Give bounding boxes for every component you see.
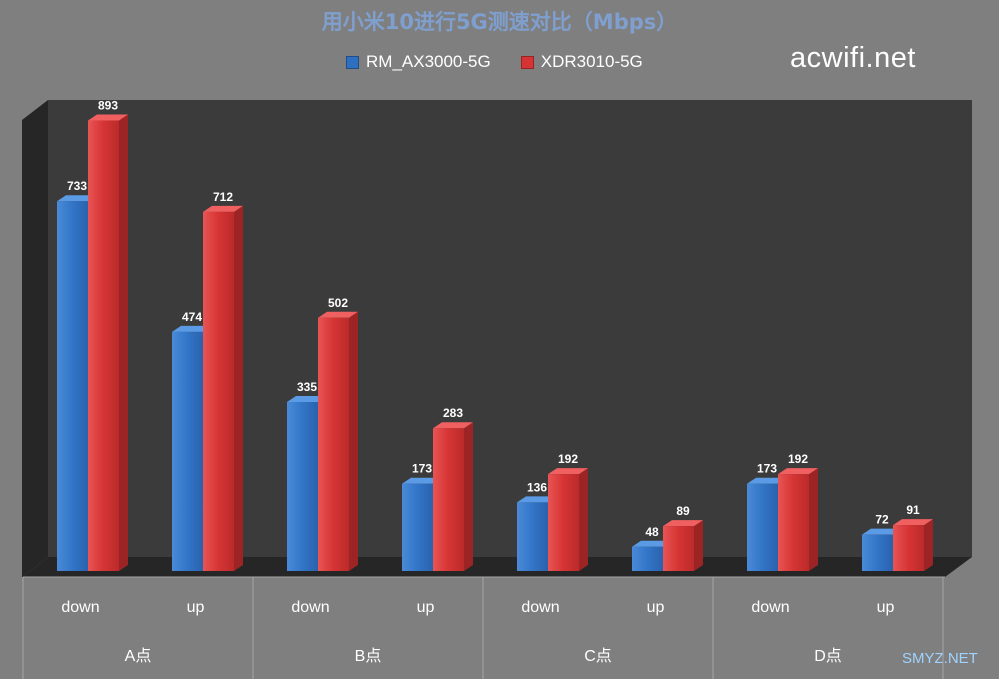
bar-top-face	[433, 422, 473, 429]
data-label: 173	[757, 462, 777, 476]
bar-top-face	[632, 540, 672, 547]
group-label: D点	[814, 647, 842, 665]
category-label-up: up	[187, 599, 205, 616]
legend-swatch-blue	[346, 55, 359, 69]
bar-top-face	[88, 114, 128, 121]
data-label: 502	[328, 296, 348, 310]
legend-label: XDR3010-5G	[540, 52, 643, 71]
bar-xdr3010-6	[778, 474, 809, 571]
group-label: C点	[584, 647, 612, 665]
bar-xdr3010-7	[893, 525, 924, 571]
data-label: 173	[412, 462, 432, 476]
plot-side-wall	[22, 100, 48, 577]
bar-rm-ax3000-2	[287, 402, 318, 571]
data-label: 712	[213, 190, 233, 204]
bars-group	[57, 114, 933, 571]
group-label: B点	[355, 647, 382, 665]
category-axis-table	[22, 576, 945, 679]
bar-top-face	[402, 477, 442, 484]
bar-top-face	[517, 496, 557, 503]
data-label: 283	[443, 406, 463, 420]
bar-rm-ax3000-5	[632, 546, 663, 571]
bar-top-face	[287, 396, 327, 403]
bar-rm-ax3000-7	[862, 534, 893, 571]
bar-top-face	[747, 477, 787, 484]
bar-xdr3010-0	[88, 120, 119, 571]
data-label: 733	[67, 179, 87, 193]
value-labels-group: 733 893 474 712 335 502 173 283 136 192 48 89 173 192…	[67, 99, 920, 539]
legend-swatch-red	[520, 55, 534, 69]
data-label: 192	[558, 452, 578, 466]
category-label-up: up	[647, 599, 665, 616]
plot-back-wall	[48, 100, 972, 557]
bar-top-face	[57, 195, 97, 202]
watermark-acwifi: acwifi.net	[790, 42, 916, 74]
category-label-down: down	[291, 599, 329, 616]
data-label: 335	[297, 380, 317, 394]
bar-top-face	[203, 205, 243, 212]
bar-xdr3010-5	[663, 526, 694, 571]
bar-rm-ax3000-4	[517, 502, 548, 571]
category-label-up: up	[417, 599, 435, 616]
legend-item-series-2: XDR3010-5G	[520, 52, 643, 72]
data-label: 192	[788, 452, 808, 466]
bar-xdr3010-4	[548, 474, 579, 571]
bar-top-face	[862, 528, 902, 535]
bar-rm-ax3000-1	[172, 331, 203, 571]
plot-floor	[22, 557, 972, 577]
category-labels-group: down up down up down up down up A点 B点 C点 D点	[61, 599, 894, 665]
data-label: 136	[527, 480, 547, 494]
data-label: 72	[875, 513, 889, 527]
legend-label: RM_AX3000-5G	[366, 52, 491, 71]
legend-item-series-1: RM_AX3000-5G	[346, 52, 491, 72]
bar-top-face	[172, 325, 212, 332]
watermark-smyz: SMYZ.NET	[902, 650, 978, 667]
bar-rm-ax3000-6	[747, 483, 778, 571]
data-label: 48	[645, 525, 659, 539]
bar-side-face	[464, 422, 473, 571]
bar-top-face	[893, 519, 933, 526]
bar-xdr3010-1	[203, 211, 234, 571]
data-label: 91	[906, 503, 920, 517]
legend: RM_AX3000-5G XDR3010-5G	[346, 52, 673, 72]
data-label: 474	[182, 310, 202, 324]
bar-side-face	[234, 205, 243, 571]
category-label-down: down	[521, 599, 559, 616]
data-label: 893	[98, 99, 118, 113]
category-label-down: down	[61, 599, 99, 616]
bar-side-face	[809, 468, 818, 571]
bar-xdr3010-3	[433, 428, 464, 571]
bar-side-face	[119, 114, 128, 571]
bar-top-face	[548, 468, 588, 475]
bar-side-face	[924, 519, 933, 571]
bar-side-face	[579, 468, 588, 571]
group-label: A点	[125, 647, 152, 665]
category-label-down: down	[751, 599, 789, 616]
bar-rm-ax3000-3	[402, 483, 433, 571]
bar-side-face	[349, 311, 358, 571]
chart-title: 用小米10进行5G测速对比（Mbps）	[321, 10, 678, 34]
bar-xdr3010-2	[318, 317, 349, 571]
bar-rm-ax3000-0	[57, 201, 88, 571]
bar-top-face	[778, 468, 818, 475]
bar-side-face	[694, 520, 703, 571]
category-label-up: up	[877, 599, 895, 616]
bar-top-face	[318, 311, 358, 318]
bar-top-face	[663, 520, 703, 527]
data-label: 89	[676, 504, 690, 518]
